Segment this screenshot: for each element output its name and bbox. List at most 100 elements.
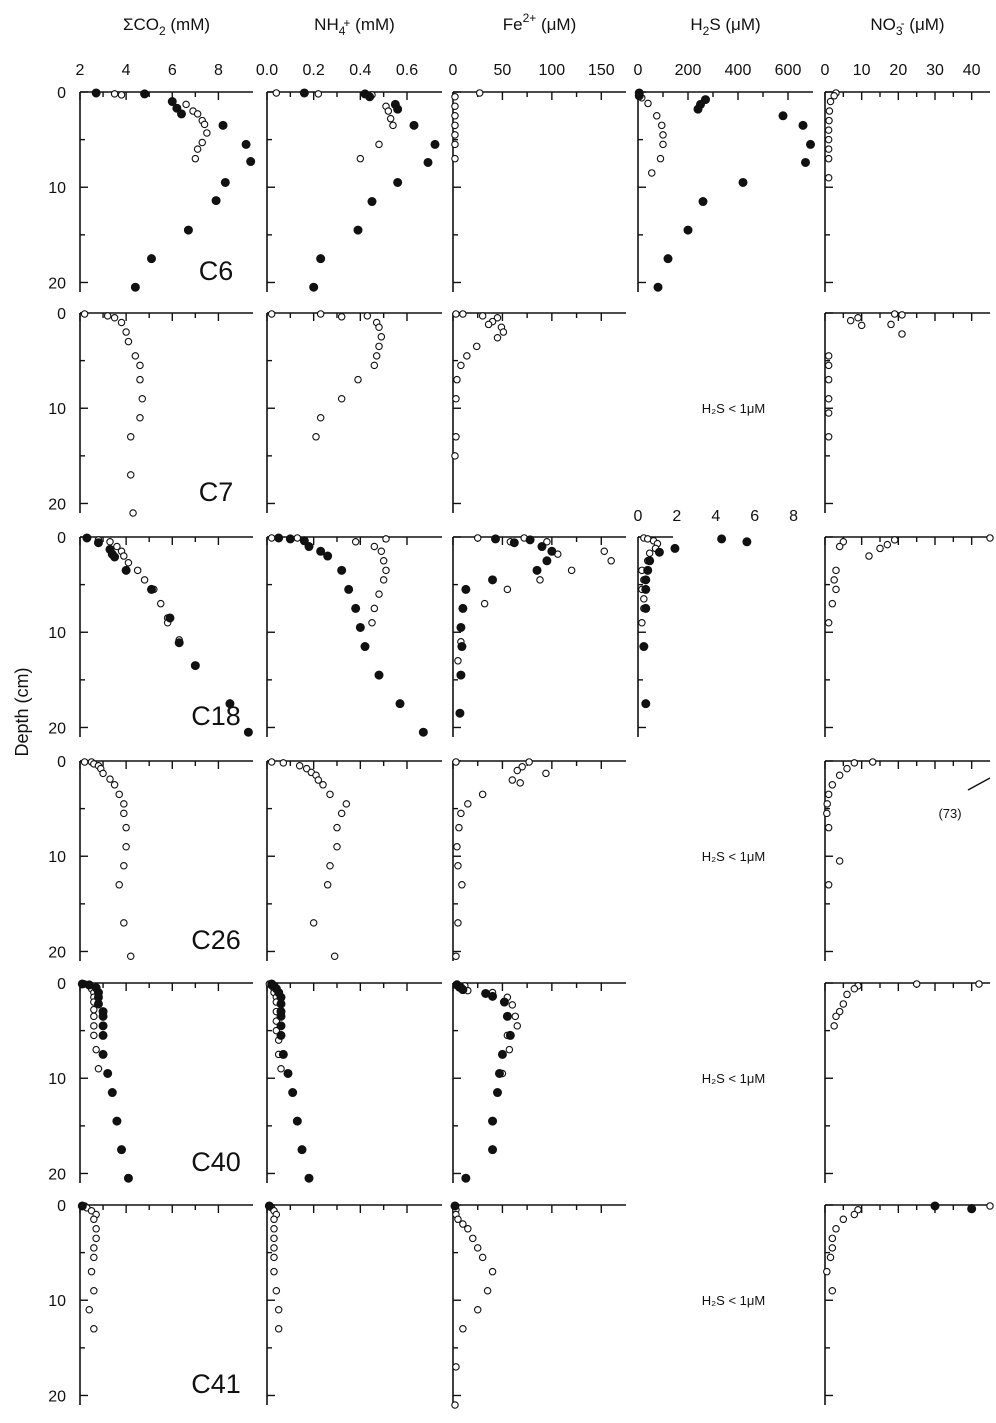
data-point-open <box>382 535 390 543</box>
panel-C18-h2s: 0 2 4 6 8 <box>634 508 798 737</box>
data-point-open <box>372 352 381 360</box>
data-point-open <box>850 984 859 993</box>
data-point-filled <box>211 196 221 206</box>
data-point-filled <box>542 556 552 566</box>
data-point-filled <box>456 622 466 632</box>
data-point-open <box>473 1306 482 1314</box>
data-point-open <box>370 361 379 370</box>
top-tick-label-no3: 0 <box>821 62 830 79</box>
data-point-open <box>314 90 323 98</box>
data-point-filled <box>641 699 651 709</box>
data-point-filled <box>532 565 542 575</box>
data-point-open <box>451 1401 459 1409</box>
data-point-filled <box>395 699 405 709</box>
data-point-open <box>824 823 833 832</box>
data-point-open <box>133 566 142 575</box>
data-point-open <box>478 1253 487 1262</box>
depth-tick-label: 20 <box>48 496 66 513</box>
data-point-open <box>368 618 376 627</box>
data-point-open <box>110 781 119 789</box>
data-point-open <box>607 557 615 565</box>
data-point-open <box>370 604 379 613</box>
data-point-open <box>295 762 304 770</box>
h2s-below-detection-note: H₂S < 1μM <box>702 401 765 416</box>
data-point-open <box>452 310 460 318</box>
data-point-open <box>90 1244 98 1252</box>
column-header-co2: ΣCO2 (mM) <box>123 15 210 38</box>
data-point-filled <box>639 642 649 652</box>
data-point-open <box>839 1000 848 1008</box>
data-point-open <box>454 862 462 870</box>
data-point-open <box>92 1045 100 1054</box>
data-point-filled <box>172 103 182 113</box>
data-point-filled <box>117 1145 127 1155</box>
data-point-open <box>824 618 833 627</box>
data-point-open <box>644 99 652 108</box>
data-point-open <box>854 314 862 322</box>
panel-C6-nh4 <box>266 88 442 292</box>
data-point-filled <box>316 546 326 556</box>
data-point-filled <box>167 97 177 107</box>
panel-C40-h2s: H₂S < 1μM <box>702 1071 765 1086</box>
data-point-open <box>452 1363 460 1371</box>
panel-C26-fe <box>452 758 626 961</box>
data-point-filled <box>309 282 319 292</box>
panel-C40-co2 <box>77 979 253 1183</box>
data-point-open <box>379 557 388 565</box>
depth-tick-label: 0 <box>57 85 66 102</box>
data-point-open <box>326 790 334 799</box>
data-point-open <box>191 154 200 163</box>
data-point-open <box>203 129 211 137</box>
data-point-filled <box>123 1173 133 1183</box>
data-point-open <box>451 154 459 163</box>
depth-tick-label: 0 <box>57 976 66 993</box>
data-point-filled <box>276 1011 286 1021</box>
data-point-filled <box>450 1201 460 1211</box>
data-point-filled <box>488 575 498 585</box>
data-point-filled <box>264 1201 274 1211</box>
top-tick-label-fe: 100 <box>539 62 566 79</box>
data-point-filled <box>653 282 663 292</box>
data-point-filled <box>537 542 547 552</box>
data-point-open <box>302 764 311 773</box>
data-point-open <box>846 316 855 325</box>
data-point-open <box>136 361 144 370</box>
top-tick-label-fe: 0 <box>449 62 458 79</box>
data-point-open <box>120 552 128 560</box>
data-point-open <box>464 800 472 808</box>
data-point-open <box>279 759 288 767</box>
data-point-open <box>136 375 144 384</box>
depth-tick-label: 10 <box>48 1293 66 1310</box>
h2s-below-detection-note: H₂S < 1μM <box>702 849 765 864</box>
panel-C6-co2 <box>79 88 256 292</box>
data-point-filled <box>292 1116 302 1126</box>
data-point-open <box>337 809 346 818</box>
data-point-open <box>472 342 481 351</box>
column-header-nh4: NH4+ (mM) <box>314 15 395 38</box>
data-point-open <box>823 809 831 818</box>
panel-C18-fe <box>452 534 626 737</box>
data-point-open <box>126 433 135 441</box>
data-point-filled <box>634 91 644 101</box>
panel-C41-co2 <box>77 1201 253 1405</box>
h2s-inset-tick-label: 8 <box>789 508 798 525</box>
data-point-filled <box>174 638 184 648</box>
data-point-filled <box>140 89 150 99</box>
depth-tick-label: 10 <box>48 849 66 866</box>
data-point-open <box>103 312 112 320</box>
data-point-filled <box>98 1049 108 1059</box>
data-point-filled <box>278 1049 288 1059</box>
data-point-open <box>525 758 533 766</box>
data-point-open <box>508 776 517 784</box>
data-point-open <box>824 352 833 360</box>
data-point-filled <box>457 642 467 652</box>
h2s-inset-tick-label: 0 <box>634 508 643 525</box>
data-point-filled <box>176 109 186 119</box>
data-point-open <box>832 1012 840 1021</box>
h2s-inset-tick-label: 4 <box>711 508 720 525</box>
data-point-open <box>316 414 325 422</box>
data-point-open <box>832 1225 840 1233</box>
data-point-open <box>326 862 334 870</box>
data-point-filled <box>778 111 788 121</box>
data-point-open <box>513 1022 522 1030</box>
